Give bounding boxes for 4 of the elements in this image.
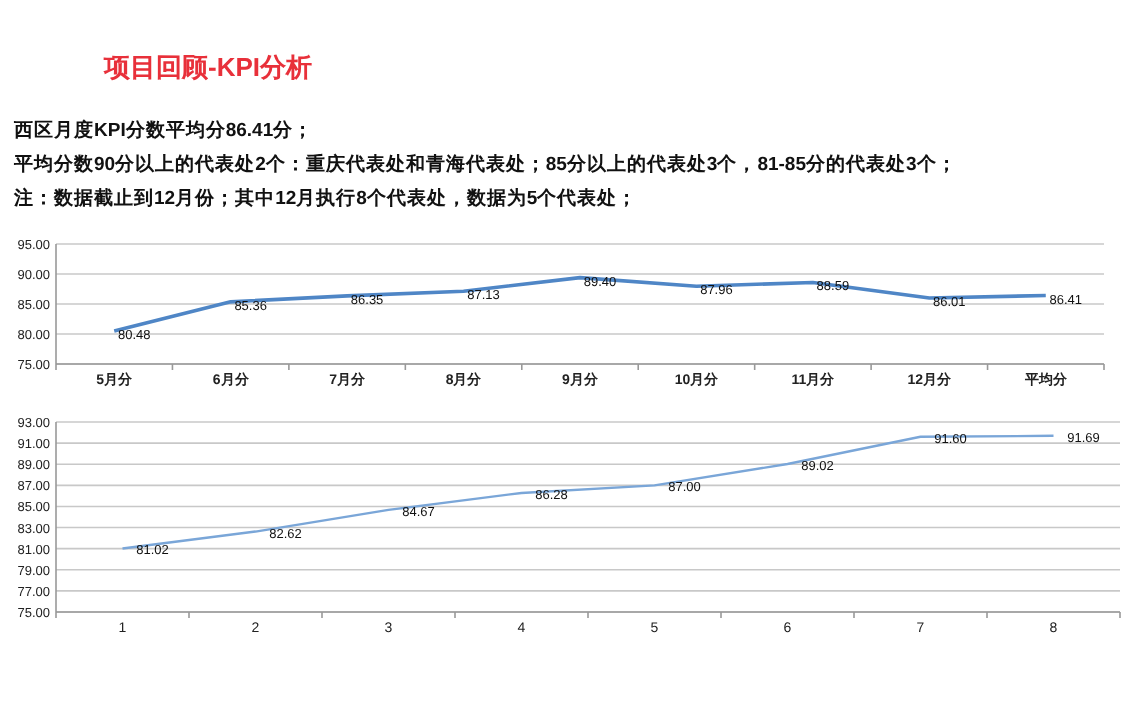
chart-title: 项目回顾-KPI分析	[102, 52, 312, 82]
text: 注：数据截止到12月份；其中12月执行8个代表处，数据为5个代表处；	[12, 186, 638, 210]
text: 平均分数90分以上的代表处2个：重庆代表处和青海代表处；85分以上的代表处3个，81-85分的代表处3个；	[12, 152, 957, 176]
text: 西区月度KPI分数平均分86.41分；	[12, 118, 314, 142]
